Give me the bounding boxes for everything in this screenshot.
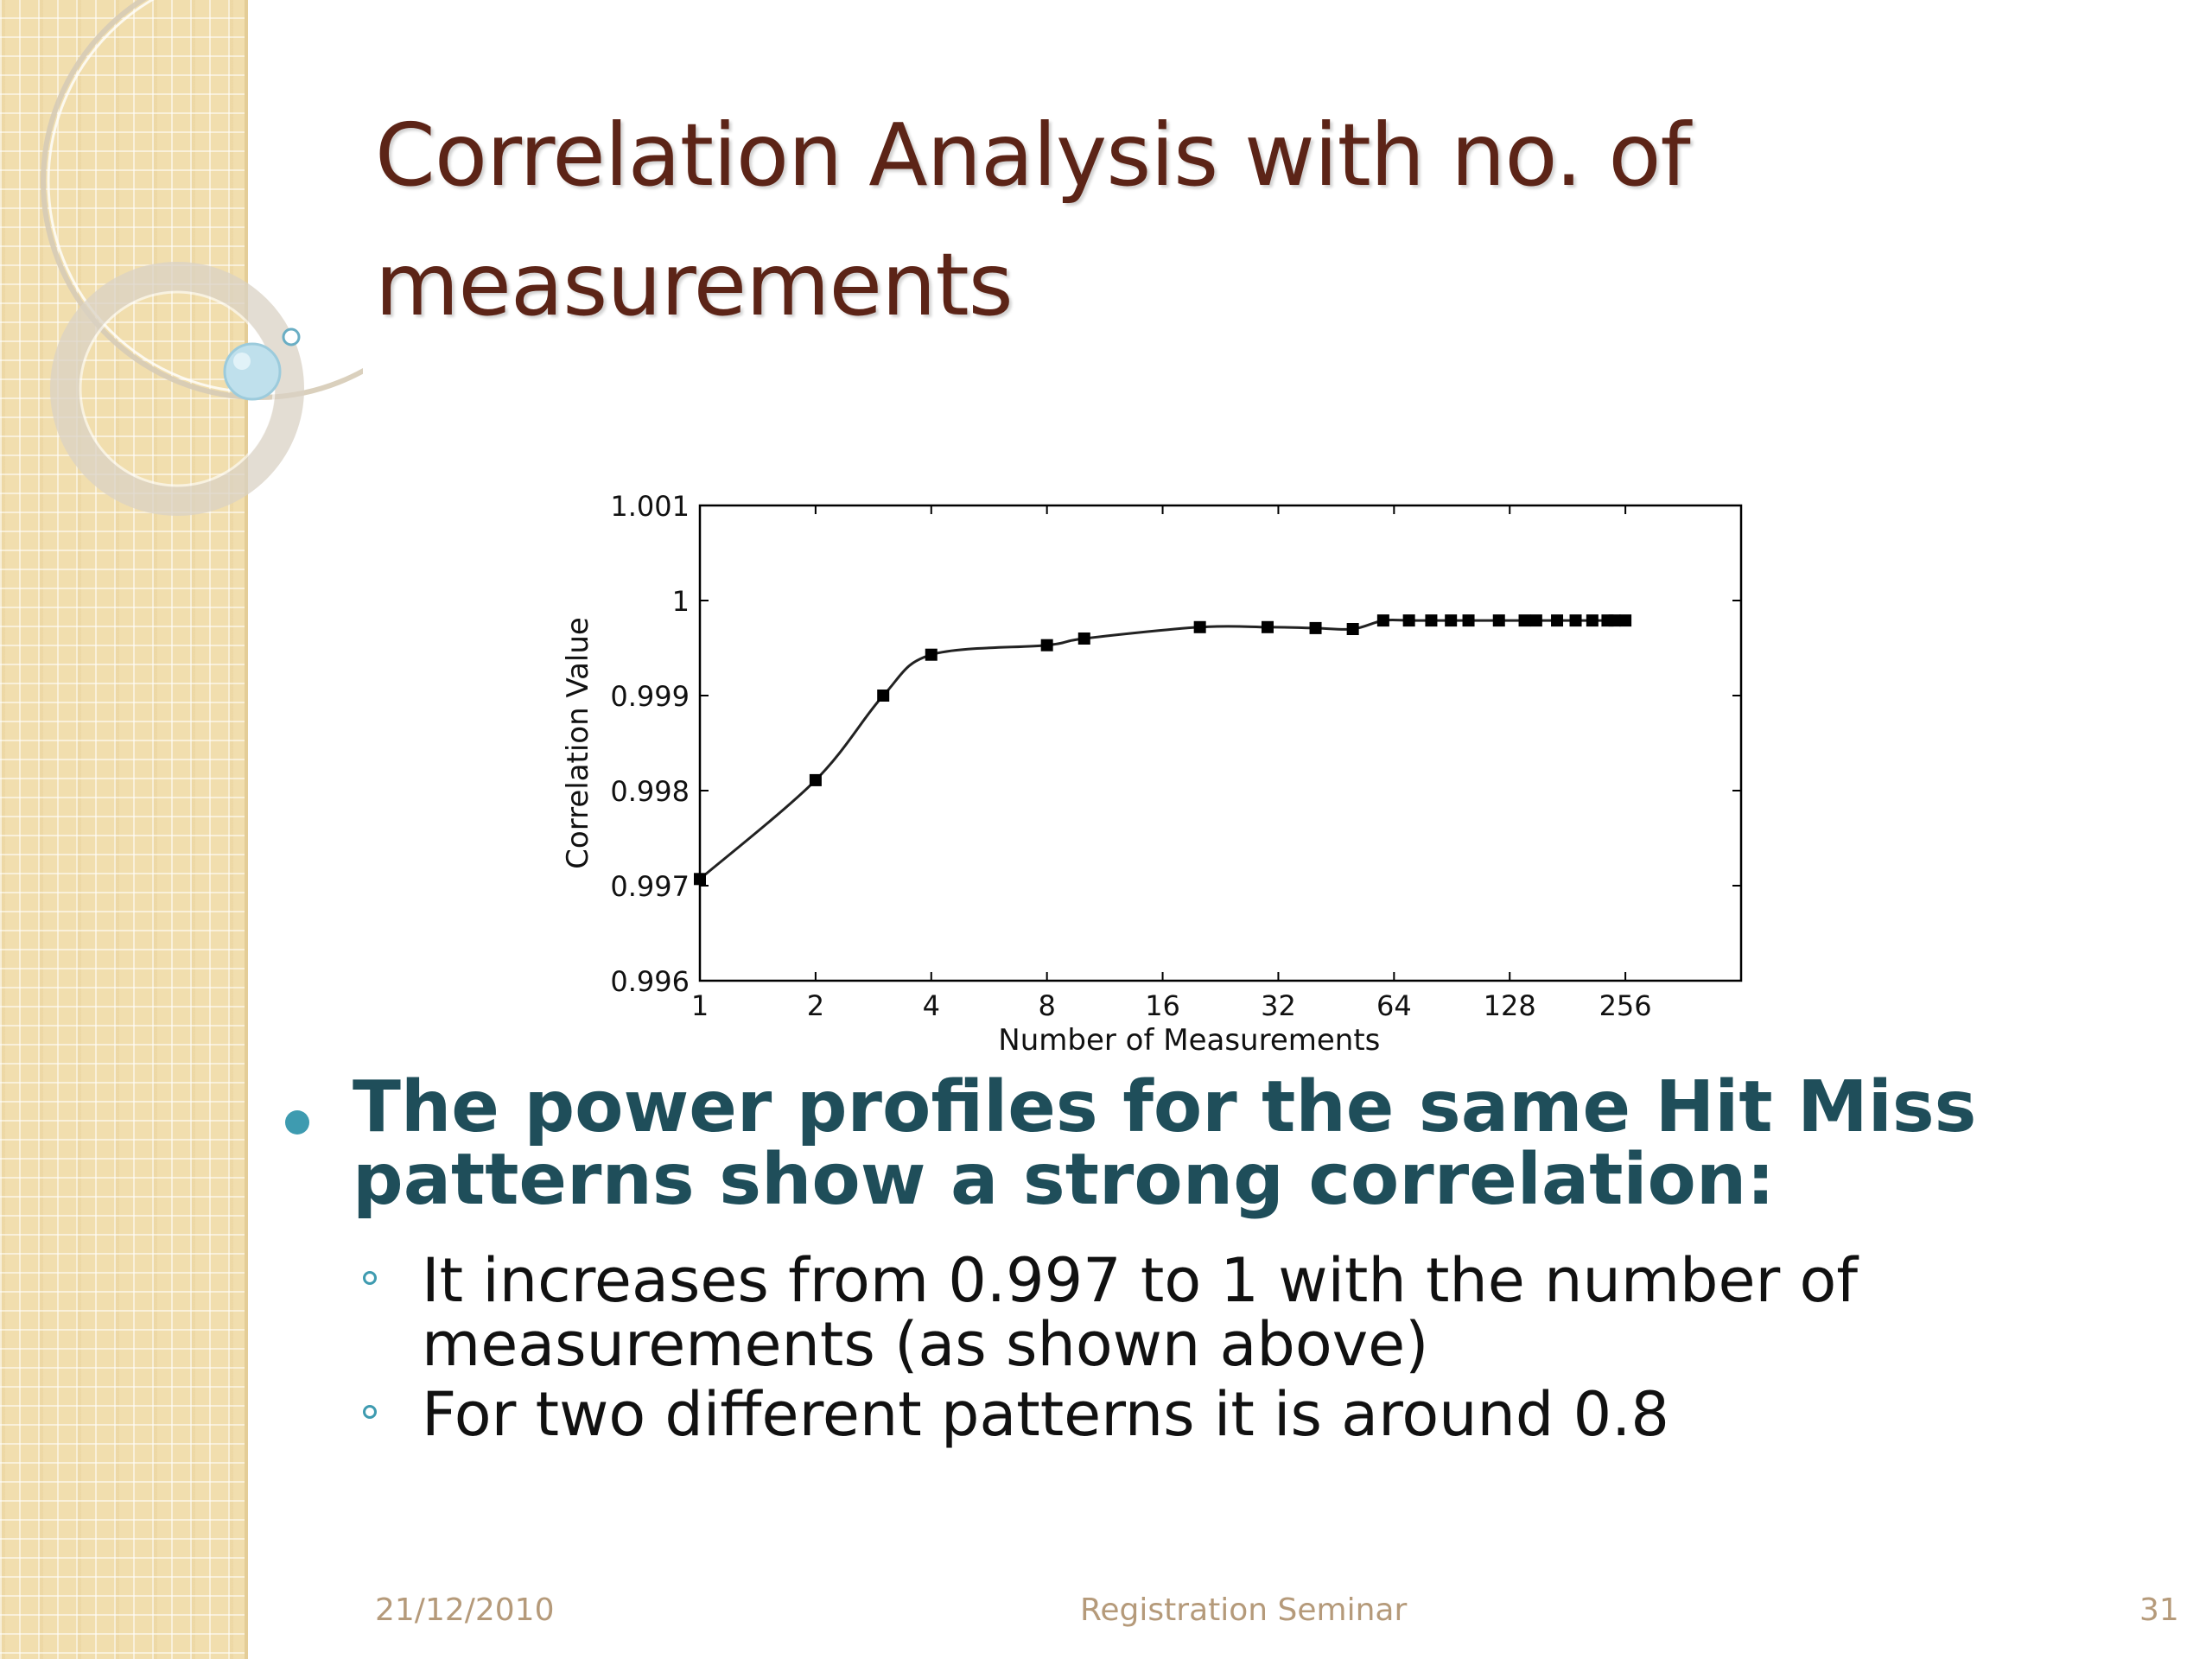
y-tick-label: 0.997 [610,870,690,903]
slide-title: Correlation Analysis with no. of measure… [375,105,1691,335]
x-tick-label: 8 [1038,989,1055,1022]
y-tick-label: 0.999 [610,680,690,713]
data-point [1261,620,1274,633]
data-point [809,773,822,786]
side-strip-edge [245,0,248,1659]
x-tick-label: 4 [923,989,940,1022]
x-tick-label: 16 [1145,989,1180,1022]
data-point [1462,614,1475,627]
bullet-dot-icon [285,1110,309,1135]
x-tick-label: 2 [807,989,824,1022]
sub-bullet-circle-icon [363,1271,377,1285]
x-tick-label: 1 [691,989,709,1022]
data-point [1193,620,1206,633]
data-point [1586,614,1599,627]
main-bullet-text: The power profiles for the same Hit Miss… [353,1066,1977,1221]
footer-page-number: 31 [2139,1592,2179,1628]
sub-bullet-text: It increases from 0.997 to 1 with the nu… [422,1245,1859,1380]
x-axis-label: Number of Measurements [998,1023,1380,1058]
data-point [1492,614,1505,627]
x-tick-label: 256 [1599,989,1652,1022]
decorative-circles [41,0,363,516]
data-point [925,648,938,661]
data-point [1551,614,1564,627]
data-point [1518,614,1531,627]
data-point [694,873,706,886]
chart-svg: 0.996 0.997 0.998 0.999 1 1.001 1 2 4 8 16 32 64 128 2… [561,490,1743,1058]
data-point [1040,639,1053,652]
x-tick-label: 64 [1376,989,1412,1022]
sub-bullet-text: For two different patterns it is around … [422,1379,1669,1450]
y-tick-label: 0.998 [610,775,690,808]
y-tick-label: 1 [672,585,690,618]
sub-bullet-circle-icon [363,1405,377,1419]
plot-frame [698,504,1743,982]
footer-title: Registration Seminar [1080,1592,1408,1628]
data-point [1402,614,1415,627]
data-point [1425,614,1438,627]
correlation-chart: 0.996 0.997 0.998 0.999 1 1.001 1 2 4 8 16 32 64 128 2… [536,484,1763,1092]
x-tick-label: 32 [1261,989,1296,1022]
data-point [1529,614,1542,627]
x-tick-label: 128 [1484,989,1536,1022]
data-point [1445,614,1458,627]
y-tick-label: 0.996 [610,965,690,998]
y-tick-label: 1.001 [610,490,690,523]
data-point [1619,614,1632,627]
footer-date: 21/12/2010 [375,1592,555,1628]
data-point [1376,614,1389,627]
y-axis-label: Correlation Value [561,617,595,869]
data-point [1569,614,1582,627]
data-point [877,690,890,702]
data-point [1077,632,1090,645]
data-point [1309,621,1322,634]
data-point [1346,623,1359,635]
data-point [1608,614,1621,627]
